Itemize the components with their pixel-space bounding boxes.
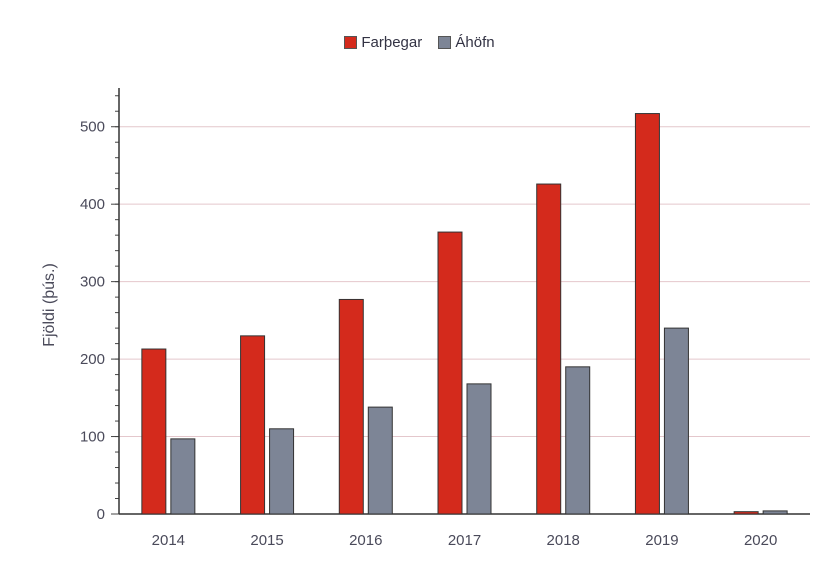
- bar-farthegar-2015: [240, 335, 266, 515]
- bar-farthegar-2018: [536, 183, 562, 515]
- bar-ahofn-2020: [762, 510, 788, 515]
- y-tick-label: 300: [80, 274, 105, 291]
- legend-swatch-farthegar: [344, 36, 358, 49]
- y-tick-label: 100: [80, 429, 105, 446]
- bar-farthegar-2014: [141, 348, 167, 515]
- legend-label-ahofn: Áhöfn: [455, 34, 495, 51]
- legend: Farþegar Áhöfn: [0, 34, 839, 53]
- bar-farthegar-2019: [634, 113, 660, 515]
- legend-item-ahofn: Áhöfn: [438, 34, 495, 51]
- y-tick-label: 400: [80, 196, 105, 213]
- bar-ahofn-2019: [663, 327, 689, 515]
- x-tick-label: 2016: [349, 532, 382, 549]
- y-tick-label: 200: [80, 351, 105, 368]
- bar-farthegar-2017: [437, 231, 463, 515]
- bar-ahofn-2015: [269, 428, 295, 515]
- x-tick-label: 2015: [250, 532, 283, 549]
- y-axis-label: Fjöldi (þús.): [41, 263, 58, 347]
- bar-farthegar-2016: [338, 298, 364, 515]
- y-tick-label: 500: [80, 119, 105, 136]
- x-tick-label: 2019: [645, 532, 678, 549]
- bar-ahofn-2017: [466, 383, 492, 515]
- legend-swatch-ahofn: [438, 36, 452, 49]
- x-tick-label: 2014: [152, 532, 185, 549]
- bar-ahofn-2014: [170, 438, 196, 515]
- x-tick-label: 2018: [547, 532, 580, 549]
- x-tick-label: 2020: [744, 532, 777, 549]
- legend-item-farthegar: Farþegar: [344, 34, 422, 51]
- bar-farthegar-2020: [733, 511, 759, 515]
- y-tick-label: 0: [97, 506, 105, 523]
- legend-label-farthegar: Farþegar: [361, 34, 423, 51]
- x-tick-label: 2017: [448, 532, 481, 549]
- bar-ahofn-2016: [367, 406, 393, 515]
- bar-ahofn-2018: [565, 366, 591, 515]
